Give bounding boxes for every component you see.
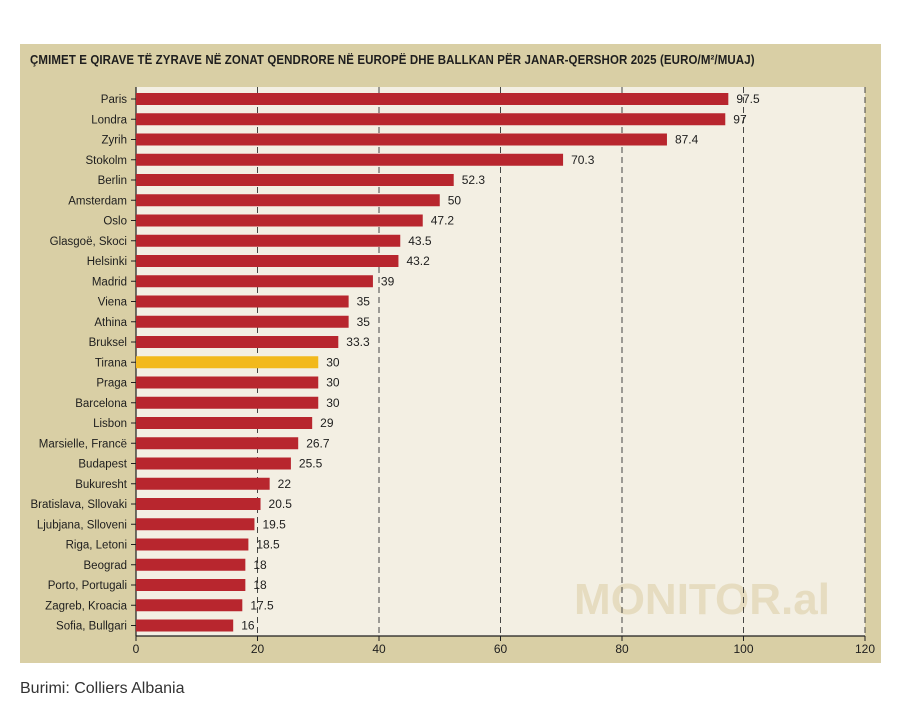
bar [136, 579, 246, 591]
category-label: Athina [94, 317, 127, 329]
value-label: 52.3 [462, 173, 486, 187]
bar [136, 538, 249, 551]
category-label: Madrid [92, 276, 127, 288]
category-label: Riga, Letoni [66, 540, 127, 552]
value-label: 30 [326, 396, 340, 410]
bar [136, 437, 299, 450]
value-label: 87.4 [675, 133, 699, 147]
source-note: Burimi: Colliers Albania [20, 680, 185, 697]
category-label: Oslo [103, 216, 127, 228]
bar [136, 113, 726, 126]
bar [136, 619, 234, 632]
value-label: 35 [357, 295, 371, 309]
category-label: Bratislava, Sllovaki [30, 499, 127, 511]
category-label: Ljubjana, Slloveni [37, 519, 127, 531]
value-label: 18 [253, 578, 267, 592]
value-label: 97 [733, 112, 747, 126]
bar [136, 457, 291, 470]
category-label: Bruksel [89, 337, 127, 349]
bar [136, 518, 255, 531]
value-label: 70.3 [571, 153, 595, 167]
bar [136, 234, 401, 247]
category-label: Barcelona [75, 398, 127, 410]
value-label: 43.2 [406, 254, 430, 268]
x-tick-label: 60 [494, 642, 508, 656]
x-tick-label: 120 [855, 642, 875, 656]
bar [136, 295, 349, 308]
x-tick-label: 80 [615, 642, 629, 656]
bar [136, 275, 373, 288]
category-label: Viena [98, 297, 128, 309]
value-label: 19.5 [262, 517, 286, 531]
bar [136, 396, 319, 409]
value-label: 43.5 [408, 234, 432, 248]
value-label: 20.5 [269, 497, 293, 511]
bar [136, 214, 423, 227]
category-label: Lisbon [93, 418, 127, 430]
bar [136, 599, 243, 612]
category-label: Helsinki [87, 256, 127, 268]
value-label: 50 [448, 193, 462, 207]
bar [136, 417, 313, 429]
x-tick-label: 40 [372, 642, 386, 656]
category-label: Londra [91, 114, 127, 126]
category-label: Berlin [98, 175, 127, 187]
x-tick-label: 0 [133, 642, 140, 656]
value-label: 16 [241, 619, 255, 633]
x-tick-label: 20 [251, 642, 265, 656]
chart-title: ÇMIMET E QIRAVE TË ZYRAVE NË ZONAT QENDR… [30, 54, 755, 68]
bar [136, 336, 339, 348]
category-label: Bukuresht [75, 479, 128, 491]
value-label: 39 [381, 274, 395, 288]
watermark: MONITOR.al [574, 575, 830, 624]
bar [136, 194, 440, 207]
bar [136, 356, 319, 369]
bar [136, 477, 270, 490]
value-label: 18.5 [256, 538, 280, 552]
category-label: Sofia, Bullgari [56, 621, 127, 633]
category-label: Budapest [78, 459, 127, 471]
bar [136, 93, 729, 105]
value-label: 97.5 [736, 92, 760, 106]
category-label: Tirana [95, 357, 128, 369]
bar [136, 376, 319, 389]
x-tick-label: 100 [733, 642, 753, 656]
value-label: 47.2 [431, 214, 455, 228]
value-label: 22 [278, 477, 292, 491]
category-label: Beograd [84, 560, 127, 572]
bar [136, 315, 349, 328]
value-label: 30 [326, 376, 340, 390]
value-label: 17.5 [250, 598, 274, 612]
category-label: Paris [101, 94, 127, 106]
bar [136, 133, 667, 146]
category-label: Glasgoë, Skoci [50, 236, 127, 248]
value-label: 29 [320, 416, 334, 430]
value-label: 30 [326, 355, 340, 369]
bar [136, 153, 564, 166]
category-label: Stokolm [85, 155, 127, 167]
bar [136, 498, 261, 510]
bar [136, 255, 399, 267]
category-label: Praga [96, 378, 127, 390]
value-label: 33.3 [346, 335, 370, 349]
bar [136, 174, 454, 186]
category-label: Zyrih [101, 135, 127, 147]
value-label: 25.5 [299, 457, 323, 471]
value-label: 35 [357, 315, 371, 329]
value-label: 18 [253, 558, 267, 572]
category-label: Marsielle, Francë [39, 438, 127, 450]
category-label: Zagreb, Kroacia [45, 600, 127, 612]
category-label: Amsterdam [68, 195, 127, 207]
value-label: 26.7 [306, 436, 330, 450]
bar [136, 558, 246, 571]
category-label: Porto, Portugali [48, 580, 127, 592]
